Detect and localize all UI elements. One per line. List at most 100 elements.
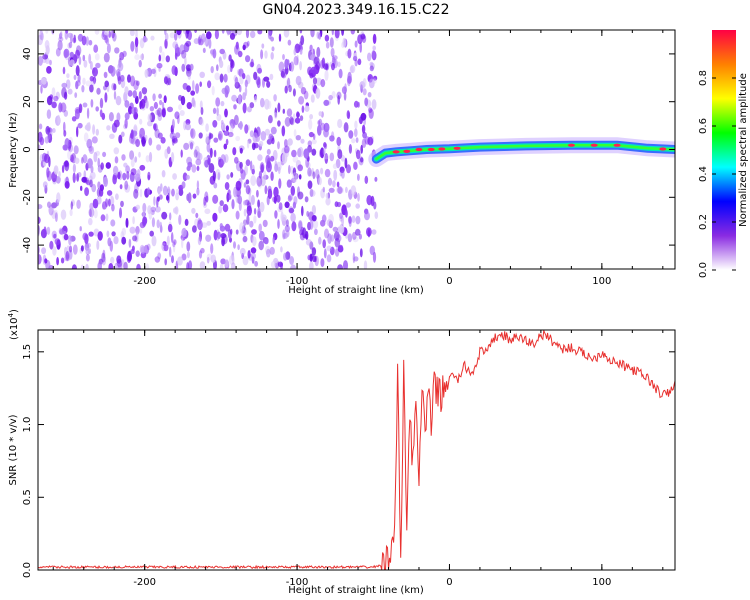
noise-speckle	[325, 41, 330, 49]
noise-speckle	[201, 33, 206, 43]
noise-speckle	[67, 42, 71, 49]
noise-speckle	[205, 133, 209, 145]
noise-speckle	[97, 261, 102, 269]
noise-speckle	[286, 179, 292, 188]
noise-speckle	[138, 151, 141, 158]
noise-speckle	[110, 256, 115, 264]
noise-speckle	[113, 90, 117, 100]
noise-speckle	[221, 30, 225, 34]
noise-speckle	[234, 44, 240, 55]
noise-speckle	[186, 193, 190, 201]
noise-speckle	[155, 206, 161, 213]
noise-speckle	[244, 79, 248, 88]
noise-speckle	[252, 236, 257, 247]
snr-frame	[37, 329, 676, 571]
noise-speckle	[335, 158, 341, 169]
noise-speckle	[230, 172, 234, 178]
noise-speckle	[153, 123, 157, 130]
noise-speckle	[169, 132, 176, 140]
noise-speckle	[185, 123, 191, 131]
trace-peak	[438, 147, 446, 151]
noise-speckle	[237, 195, 243, 205]
noise-speckle	[103, 52, 110, 63]
noise-speckle	[281, 125, 286, 137]
noise-speckle	[374, 176, 378, 182]
noise-speckle	[243, 41, 249, 49]
noise-speckle	[298, 96, 305, 105]
noise-speckle	[260, 49, 264, 60]
noise-speckle	[169, 32, 176, 39]
noise-speckle	[294, 117, 301, 124]
noise-speckle	[334, 248, 340, 257]
noise-speckle	[129, 226, 136, 234]
noise-speckle	[246, 40, 250, 47]
noise-speckle	[92, 124, 96, 135]
noise-speckle	[171, 152, 175, 163]
noise-speckle	[266, 160, 272, 172]
snr-ticks: -200 -100 0 100 0.0 0.5 1.0 1.5	[22, 330, 675, 588]
noise-speckle	[299, 232, 306, 241]
noise-speckle	[243, 219, 248, 226]
noise-speckle	[144, 134, 148, 141]
noise-speckle	[348, 216, 352, 228]
noise-speckle	[254, 260, 258, 267]
noise-speckle	[49, 59, 52, 66]
noise-speckle	[76, 199, 81, 209]
noise-speckle	[233, 104, 237, 110]
noise-speckle	[293, 55, 299, 66]
noise-speckle	[129, 150, 135, 161]
noise-speckle	[133, 80, 139, 91]
noise-speckle	[135, 138, 141, 148]
noise-scatter	[38, 30, 379, 269]
noise-speckle	[287, 138, 293, 146]
noise-speckle	[267, 185, 272, 193]
noise-speckle	[159, 221, 162, 231]
noise-speckle	[216, 231, 221, 240]
noise-speckle	[320, 79, 326, 88]
noise-speckle	[98, 188, 104, 197]
noise-speckle	[331, 91, 336, 99]
noise-speckle	[135, 80, 140, 86]
snr-line	[38, 330, 675, 570]
noise-speckle	[80, 264, 84, 269]
noise-speckle	[339, 223, 345, 234]
noise-speckle	[42, 181, 48, 189]
noise-speckle	[139, 188, 143, 198]
noise-speckle	[99, 109, 103, 118]
noise-speckle	[306, 162, 311, 169]
noise-speckle	[206, 220, 211, 226]
noise-speckle	[184, 218, 189, 226]
noise-speckle	[244, 124, 249, 134]
noise-speckle	[345, 202, 351, 208]
snr-panel: -200 -100 0 100 0.0 0.5 1.0 1.5 Height of strai…	[7, 309, 676, 596]
noise-speckle	[139, 228, 143, 234]
noise-speckle	[258, 223, 263, 233]
noise-speckle	[139, 127, 146, 139]
noise-speckle	[232, 147, 237, 156]
noise-speckle	[46, 95, 53, 106]
noise-speckle	[288, 206, 294, 214]
noise-speckle	[191, 97, 195, 107]
noise-speckle	[304, 196, 309, 203]
noise-speckle	[235, 229, 239, 235]
noise-speckle	[158, 93, 163, 99]
noise-speckle	[363, 260, 368, 269]
noise-speckle	[174, 43, 179, 54]
noise-speckle	[72, 37, 77, 44]
noise-speckle	[88, 217, 93, 226]
noise-speckle	[268, 115, 273, 124]
noise-speckle	[242, 235, 248, 243]
noise-speckle	[309, 44, 313, 52]
noise-speckle	[93, 44, 99, 53]
noise-speckle	[147, 171, 151, 180]
noise-speckle	[63, 233, 69, 241]
noise-speckle	[152, 93, 156, 102]
noise-speckle	[325, 197, 331, 206]
noise-speckle	[309, 72, 314, 79]
noise-speckle	[107, 198, 111, 207]
noise-speckle	[55, 212, 58, 223]
snr-x-label: Height of straight line (km)	[288, 585, 424, 596]
noise-speckle	[327, 177, 333, 186]
noise-speckle	[210, 243, 214, 254]
noise-speckle	[123, 261, 128, 269]
